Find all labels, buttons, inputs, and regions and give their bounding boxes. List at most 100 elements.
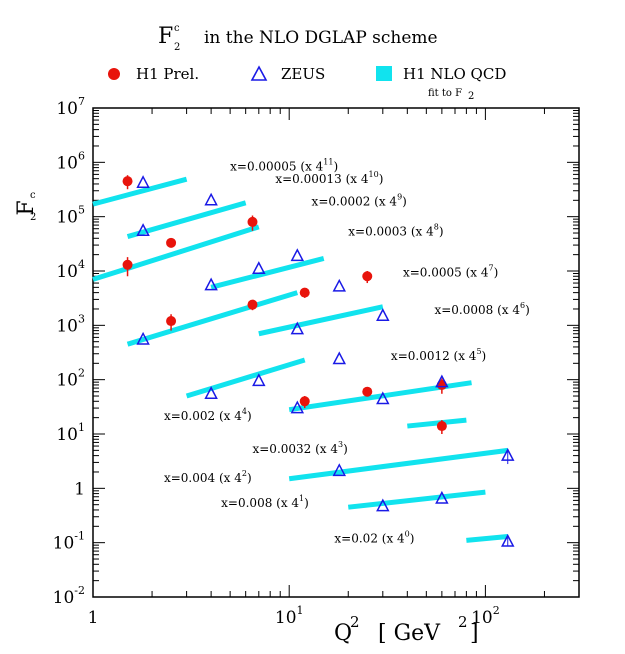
bin-label: x=0.004 (x 42) [164,469,252,485]
fit-band [92,224,260,282]
bin-label-end: ) [494,265,499,279]
h1-point [166,237,177,248]
y-axis-label-f: F [14,200,39,215]
bin-label-main: x=0.0005 (x 4 [403,265,489,279]
y-tick-label-exp: 6 [78,149,85,162]
bin-label-exp: 4 [242,407,247,416]
fit-band [210,256,325,290]
bin-label-main: x=0.0012 (x 4 [391,349,477,363]
bin-label-exp: 6 [520,301,525,310]
zeus-point [204,386,218,400]
y-tick-label: 107 [56,95,85,119]
y-tick-label: 10-2 [53,584,85,608]
fit-band [347,489,486,510]
legend-label-zeus: ZEUS [281,65,325,83]
y-tick-label-exp: -1 [74,530,85,543]
fit-band [92,176,188,207]
y-tick-label: 103 [56,312,85,336]
zeus-point [501,533,515,547]
bin-label-end: ) [525,303,530,317]
axis-ticks [92,108,580,598]
legend-marker-zeus [250,65,268,81]
y-tick-label: 106 [56,149,85,173]
bin-label-exp: 5 [476,347,481,356]
y-tick-label: 10-1 [53,530,85,554]
zeus-point [290,400,305,414]
fit-band [407,417,467,429]
h1-point [299,287,310,298]
x-axis-label-end: ] [470,621,479,646]
x-tick-label-exp: 1 [297,604,304,617]
bin-label-end: ) [482,349,487,363]
legend-marker-h1-nlo-qcd [376,66,392,81]
zeus-point [501,448,515,461]
h1-point [122,176,133,187]
bin-label-main: x=0.00005 (x 4 [230,160,324,174]
data-points [122,175,515,547]
bin-label-main: x=0.0008 (x 4 [434,303,520,317]
zeus-point [136,331,150,345]
y-axis-label: F c 2 [14,190,39,223]
bin-labels: x=0.00005 (x 411)x=0.00013 (x 410)x=0.00… [164,158,530,546]
zeus-point [252,373,266,387]
bin-label-main: x=0.00013 (x 4 [275,172,369,186]
bin-label-main: x=0.008 (x 4 [221,496,299,510]
zeus-point [332,278,347,292]
h1-point [247,299,258,310]
bin-label: x=0.0008 (x 46) [434,301,529,317]
legend-label-h1-prel: H1 Prel. [136,65,199,83]
x-axis-label-sup: 2 [350,613,360,631]
fit-band [126,290,299,347]
title-rest: in the NLO DGLAP scheme [204,28,438,48]
x-axis-label-unit-sup: 2 [458,613,468,631]
y-axis-label-sup: c [30,190,36,201]
legend: H1 Prel. ZEUS H1 NLO QCD fit to F 2 [108,65,506,102]
bin-label-main: x=0.004 (x 4 [164,471,242,485]
y-tick-label-exp: 5 [78,204,85,217]
h1-point [166,316,177,327]
legend-sublabel: fit to F [428,88,462,99]
fit-band [466,533,508,543]
h1-point [247,216,258,227]
bin-label-end: ) [379,172,384,186]
x-tick-label: 102 [471,604,500,628]
zeus-point [252,261,266,275]
title-sup: c [174,23,180,34]
bin-label: x=0.0032 (x 43) [252,440,347,456]
y-tick-label: 1 [74,479,85,499]
fit-band [288,447,509,482]
bin-label-end: ) [410,532,415,546]
zeus-point [290,321,305,335]
bin-label: x=0.002 (x 44) [164,407,252,423]
x-tick-label: 1 [88,608,99,628]
fit-band [185,357,306,399]
bin-label-exp: 2 [242,469,247,478]
y-tick-label: 105 [56,204,85,228]
zeus-point [435,490,449,504]
bin-label: x=0.0003 (x 48) [348,223,443,239]
zeus-point [136,175,150,189]
zeus-point [204,277,218,291]
bin-label-main: x=0.002 (x 4 [164,409,242,423]
zeus-point [376,308,390,322]
title-f: F [158,24,173,49]
fit-band [126,200,247,239]
bin-label: x=0.0005 (x 47) [403,263,498,279]
legend-label-h1-nlo-qcd: H1 NLO QCD [403,65,506,83]
x-axis-label: Q 2 [ GeV 2 ] [334,613,479,646]
bin-label-exp: 8 [434,223,439,232]
zeus-point [136,223,150,237]
bin-label-end: ) [402,195,407,209]
zeus-point [204,192,218,206]
bin-label-main: x=0.0003 (x 4 [348,225,434,239]
zeus-point [376,391,390,405]
bin-label: x=0.008 (x 41) [221,494,309,510]
bin-label: x=0.0012 (x 45) [391,347,486,363]
y-tick-label-exp: 3 [78,312,85,325]
bin-label-end: ) [247,471,252,485]
zeus-point [435,374,449,388]
y-axis-label-sub: 2 [30,212,36,223]
legend-sublabel-sub: 2 [468,91,474,102]
bin-label: x=0.02 (x 40) [334,530,414,546]
